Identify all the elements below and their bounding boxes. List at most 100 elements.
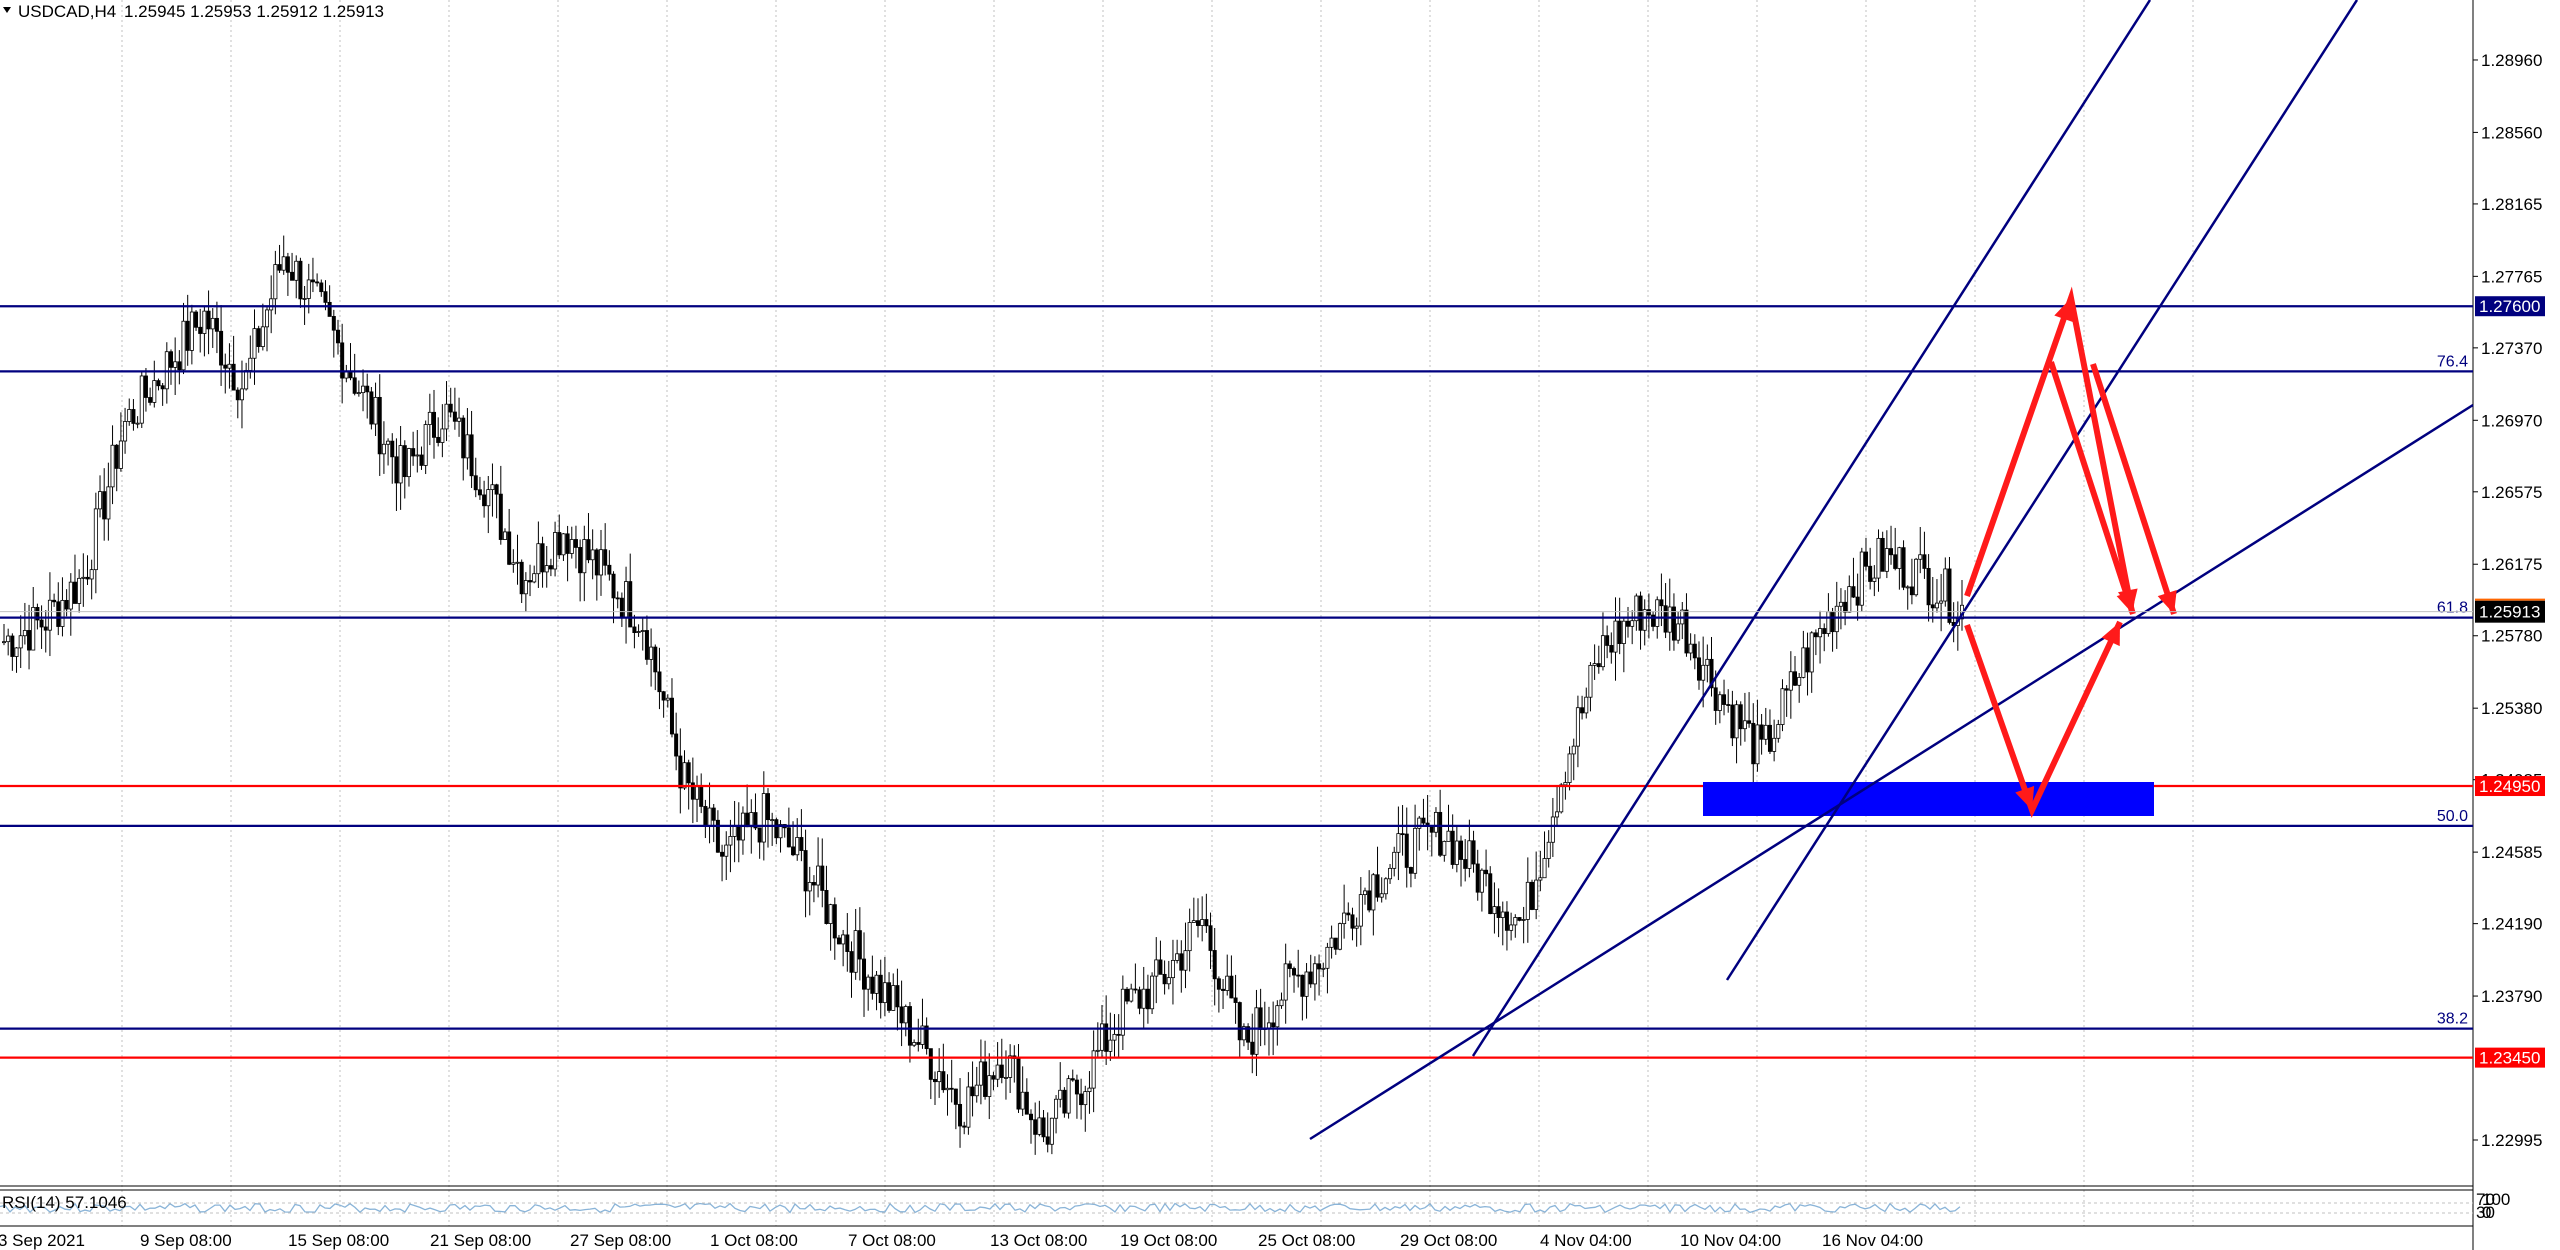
candle — [1651, 611, 1656, 632]
x-tick-label: 7 Oct 08:00 — [848, 1231, 936, 1250]
x-tick-label: 10 Nov 04:00 — [1680, 1231, 1781, 1250]
arrow-up-scenario-line — [1964, 286, 2135, 613]
candle — [461, 415, 466, 481]
candle — [732, 800, 737, 863]
candle — [1834, 581, 1839, 649]
candle — [832, 897, 837, 960]
candle — [436, 417, 441, 447]
candle — [1413, 804, 1418, 879]
candle — [724, 831, 729, 880]
x-tick-label: 16 Nov 04:00 — [1822, 1231, 1923, 1250]
candle — [1751, 703, 1756, 787]
channel-line-lower[interactable] — [1725, 0, 2359, 981]
candle — [849, 941, 854, 998]
fib-level-label: 50.0 — [2437, 808, 2468, 825]
candle — [895, 968, 900, 1031]
candle — [878, 959, 883, 1019]
x-tick-label: 3 Sep 2021 — [0, 1231, 85, 1250]
y-tick-label: 1.27370 — [2481, 339, 2542, 358]
candle — [1922, 531, 1927, 579]
candle — [1396, 806, 1401, 881]
candle — [1079, 1078, 1084, 1120]
candle — [565, 525, 570, 582]
candle — [98, 475, 103, 518]
candle — [1943, 557, 1948, 607]
candle — [365, 373, 370, 419]
candle — [553, 521, 558, 577]
candle — [1730, 690, 1735, 747]
candle — [1008, 1044, 1013, 1094]
candle — [820, 838, 825, 908]
candle — [419, 446, 424, 470]
candle — [498, 465, 503, 545]
dropdown-icon[interactable] — [3, 7, 11, 13]
candle — [1463, 839, 1468, 882]
candle — [674, 712, 679, 771]
candle — [1793, 656, 1798, 686]
candle — [173, 337, 178, 396]
candle — [1692, 634, 1697, 670]
candle — [348, 343, 353, 381]
candle — [1354, 917, 1359, 947]
candle — [1939, 573, 1944, 632]
candle — [949, 1059, 954, 1103]
candle — [1112, 1014, 1117, 1057]
channel-line-upper[interactable] — [1471, 0, 2152, 1057]
rsi-label: RSI(14) 57.1046 — [2, 1193, 127, 1212]
candle — [728, 819, 733, 873]
trendlines[interactable] — [1309, 0, 2474, 1141]
candle — [93, 492, 98, 594]
candle — [1308, 954, 1313, 988]
candle — [945, 1074, 950, 1116]
candle — [490, 463, 495, 517]
candle — [18, 615, 23, 669]
candle — [486, 476, 491, 534]
candle — [816, 837, 821, 898]
candle — [669, 678, 674, 738]
candle — [1784, 685, 1789, 717]
candle — [611, 571, 616, 624]
candle — [269, 275, 274, 334]
candle — [482, 480, 487, 518]
candle — [315, 273, 320, 287]
candle — [43, 610, 48, 653]
candle — [932, 1071, 937, 1105]
candle — [448, 387, 453, 418]
y-tick-label: 1.26575 — [2481, 483, 2542, 502]
candle — [290, 252, 295, 281]
candle — [1116, 1014, 1121, 1058]
candle — [515, 534, 520, 585]
candle — [1467, 819, 1472, 878]
candle — [757, 827, 762, 859]
trendline-support[interactable] — [1309, 403, 2474, 1141]
candle — [1049, 1117, 1054, 1155]
candle — [310, 257, 315, 293]
fib-level-label: 61.8 — [2437, 600, 2468, 617]
candle — [1216, 976, 1221, 1013]
candle — [148, 387, 153, 406]
candle — [1037, 1100, 1042, 1137]
candle — [1726, 689, 1731, 713]
candle — [344, 364, 349, 383]
candle — [1646, 593, 1651, 639]
candle — [1538, 850, 1543, 892]
level-price-tag-text: 1.23450 — [2479, 1049, 2540, 1068]
candle — [686, 759, 691, 810]
candle — [1459, 835, 1464, 887]
candle — [1287, 960, 1292, 978]
candle — [1346, 902, 1351, 921]
candle — [561, 533, 566, 561]
candle — [828, 903, 833, 951]
candle — [131, 399, 136, 431]
candle — [1166, 960, 1171, 990]
arrow-down-scenario — [1964, 620, 2123, 818]
level-price-tag — [2475, 1047, 2545, 1068]
candle — [594, 548, 599, 601]
candle — [1934, 579, 1939, 613]
candle — [277, 244, 282, 273]
candle — [1408, 866, 1413, 888]
candle — [507, 508, 512, 566]
candle — [156, 378, 161, 391]
candle — [1321, 962, 1326, 978]
